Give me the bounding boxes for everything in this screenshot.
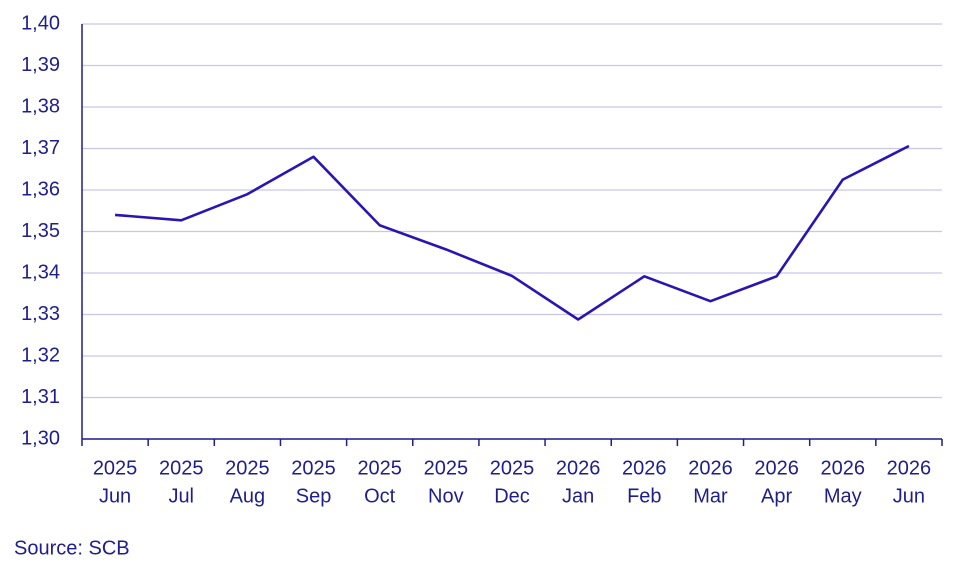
y-tick-label: 1,40 xyxy=(21,12,60,34)
source-note: Source: SCB xyxy=(14,537,130,559)
x-tick-label: 2026 xyxy=(754,457,799,479)
x-tick-label: 2026 xyxy=(821,457,866,479)
x-tick-label: Feb xyxy=(627,485,661,507)
x-tick-label: 2026 xyxy=(622,457,667,479)
y-tick-label: 1,34 xyxy=(21,261,60,283)
x-tick-label: Mar xyxy=(693,485,728,507)
y-tick-label: 1,37 xyxy=(21,137,60,159)
y-tick-label: 1,31 xyxy=(21,386,60,408)
y-tick-label: 1,32 xyxy=(21,344,60,366)
x-tick-label: 2025 xyxy=(424,457,469,479)
x-tick-label: 2025 xyxy=(159,457,204,479)
x-tick-label: Aug xyxy=(230,485,266,507)
x-tick-label: 2025 xyxy=(291,457,336,479)
y-tick-label: 1,30 xyxy=(21,427,60,449)
x-tick-label: 2025 xyxy=(225,457,270,479)
y-tick-label: 1,38 xyxy=(21,95,60,117)
x-tick-label: 2026 xyxy=(887,457,932,479)
x-tick-label: May xyxy=(824,485,862,507)
y-tick-label: 1,33 xyxy=(21,303,60,325)
y-tick-label: 1,36 xyxy=(21,178,60,200)
x-tick-label: Jul xyxy=(168,485,194,507)
x-tick-label: 2026 xyxy=(688,457,733,479)
x-tick-label: Jun xyxy=(99,485,131,507)
x-tick-label: 2025 xyxy=(93,457,138,479)
x-tick-label: Sep xyxy=(296,485,332,507)
x-tick-label: Dec xyxy=(494,485,530,507)
data-line xyxy=(114,144,910,321)
x-tick-label: Jun xyxy=(893,485,925,507)
x-tick-label: 2026 xyxy=(556,457,601,479)
y-tick-label: 1,35 xyxy=(21,220,60,242)
x-tick-label: Nov xyxy=(428,485,464,507)
x-tick-label: Jan xyxy=(562,485,594,507)
x-tick-label: Oct xyxy=(364,485,396,507)
y-tick-label: 1,39 xyxy=(21,54,60,76)
x-tick-label: 2025 xyxy=(357,457,402,479)
x-tick-label: Apr xyxy=(761,485,792,507)
x-tick-label: 2025 xyxy=(490,457,535,479)
